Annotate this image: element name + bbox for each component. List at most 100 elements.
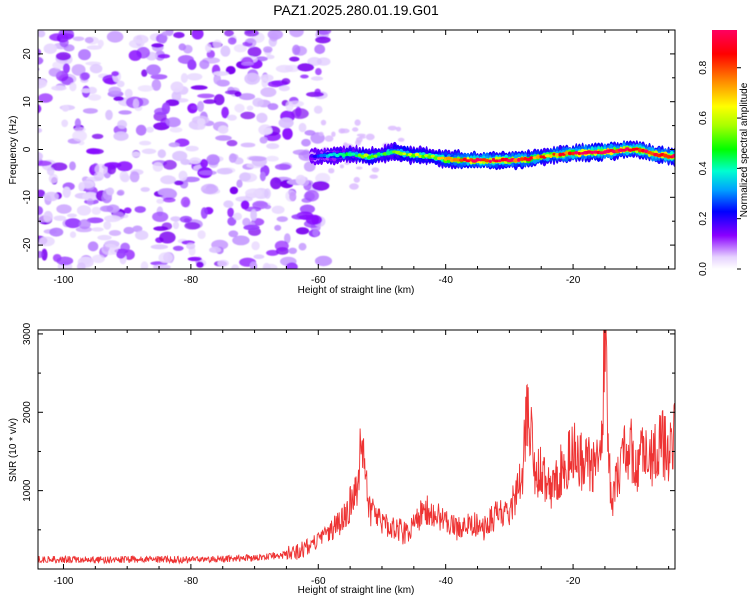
noise-blob [91,133,104,139]
noise-blob [355,139,361,146]
noise-blob [260,87,277,97]
noise-blob [51,85,67,91]
noise-blob [316,30,332,35]
x-tick-label: -100 [53,275,73,286]
noise-blob [74,118,81,129]
noise-blob [200,183,219,195]
noise-blob [152,264,171,269]
noise-blob [38,128,43,133]
noise-blob [197,230,206,240]
noise-blob [365,133,375,141]
ridge-cell [376,152,382,157]
noise-blob [86,45,102,50]
noise-blob [266,249,279,256]
noise-blob [150,74,168,80]
noise-blob [88,94,102,101]
noise-blob [274,224,282,231]
noise-blob [62,186,71,198]
noise-blob [118,110,132,115]
noise-blob [344,161,350,165]
noise-blob [137,85,154,92]
noise-blob [59,37,69,48]
y-tick-label: 20 [22,48,33,60]
y-tick-label: -10 [22,190,33,205]
noise-blob [263,263,278,269]
ridge-cell [414,152,420,157]
noise-blob [86,148,101,155]
y-tick-label: 0 [22,146,33,152]
noise-blob [79,72,90,81]
noise-blob [213,71,229,76]
noise-blob [57,33,74,40]
noise-blob [113,131,129,141]
noise-blob [252,97,264,107]
noise-blob [259,171,266,182]
noise-blob [286,262,298,269]
noise-blob [371,167,380,173]
x-tick-label: -20 [566,275,581,286]
noise-blob [152,162,164,172]
noise-blob [120,242,130,252]
x-tick-label: -60 [311,275,326,286]
noise-blob [227,207,234,218]
noise-blob [129,171,140,183]
noise-blob [206,154,220,166]
noise-blob [251,241,260,251]
noise-blob [105,109,113,121]
noise-blob [134,206,146,213]
noise-blob [297,63,314,72]
noise-blob [328,168,335,174]
noise-blob [227,114,237,121]
noise-blob [43,43,57,54]
ridge-cell [354,154,359,158]
noise-blob [216,79,230,87]
noise-blob [135,230,149,241]
noise-blob [132,225,143,233]
noise-blob [128,50,142,61]
noise-blob [80,88,92,94]
noise-blob [76,205,92,216]
noise-blob [135,124,147,136]
noise-blob [339,164,344,169]
noise-blob [205,43,212,53]
noise-blob [227,217,237,226]
noise-blob [162,159,177,170]
noise-blob [140,187,150,192]
noise-blob [55,52,71,61]
noise-blob [267,30,283,40]
noise-blob [87,241,99,252]
ridge-cell [549,154,553,158]
snr-panel: -100 -80 -60 -40 -20 1000 2000 3000 Height of … [8,322,676,596]
ridge-cell [418,154,423,158]
noise-blob [301,138,311,147]
noise-blob [123,226,135,235]
noise-blob [111,71,119,77]
noise-blob [197,118,206,126]
ridge-cell [577,151,582,156]
noise-blob [162,197,176,203]
noise-blob [170,216,181,222]
noise-blob [288,247,298,254]
noise-blob [276,216,288,223]
noise-blob [299,204,315,214]
noise-blob [38,104,42,114]
noise-blob [172,150,188,162]
ridge-cell [370,154,375,158]
noise-blob [156,198,165,204]
noise-blob [295,227,310,235]
ridge-cell [555,153,560,157]
ridge-cell [638,148,642,153]
noise-blob [190,105,199,110]
noise-blob [171,90,182,102]
noise-blob [184,222,201,230]
noise-blob [104,162,122,168]
noise-blob [304,130,316,136]
ridge-cell [347,152,353,157]
noise-blob [232,235,250,246]
noise-blob [64,218,82,229]
colorbar-gradient [712,30,737,269]
ridge-cell [641,148,646,153]
noise-blob [180,196,191,208]
ridge-cell [440,156,445,160]
